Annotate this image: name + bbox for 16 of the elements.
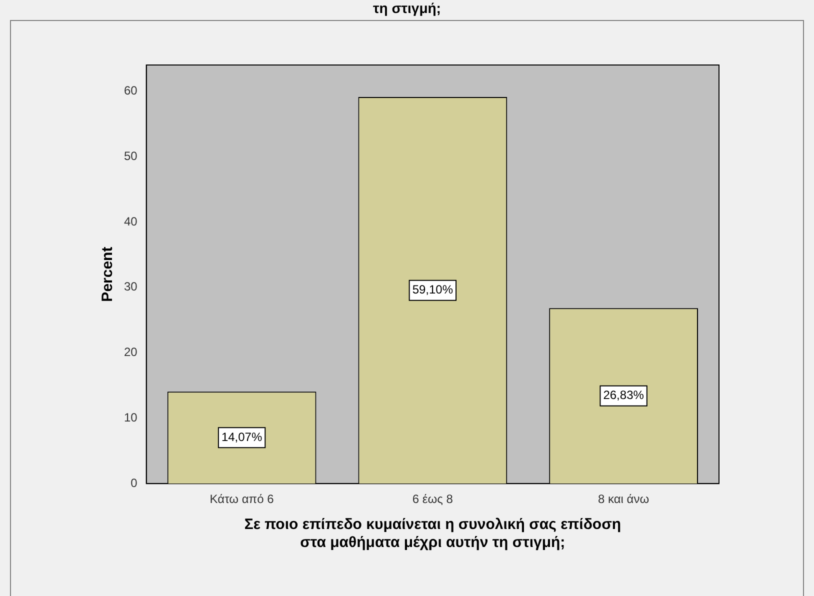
y-tick-label: 30 [124,280,138,294]
x-axis-title: Σε ποιο επίπεδο κυμαίνεται η συνολική σας επίδοση στα μαθήματα μέχρι αυτήν τη στιγμή; [244,516,622,552]
x-tick-label: Κάτω από 6 [210,492,274,506]
y-axis-title: Percent [99,246,116,302]
x-tick-label: 8 και άνω [598,492,650,506]
data-label: 59,10% [412,282,454,297]
chart-title: τη στιγμή; [372,0,442,16]
y-tick-label: 40 [124,214,138,228]
y-tick-label: 60 [124,83,138,98]
x-tick-label: 6 έως 8 [412,492,454,506]
data-label: 26,83% [603,388,644,402]
y-tick-label: 50 [124,148,138,163]
y-tick-label: 10 [124,410,138,425]
y-tick-label: 20 [124,345,138,360]
data-label: 14,07% [221,430,262,444]
y-tick-label: 0 [130,476,138,490]
